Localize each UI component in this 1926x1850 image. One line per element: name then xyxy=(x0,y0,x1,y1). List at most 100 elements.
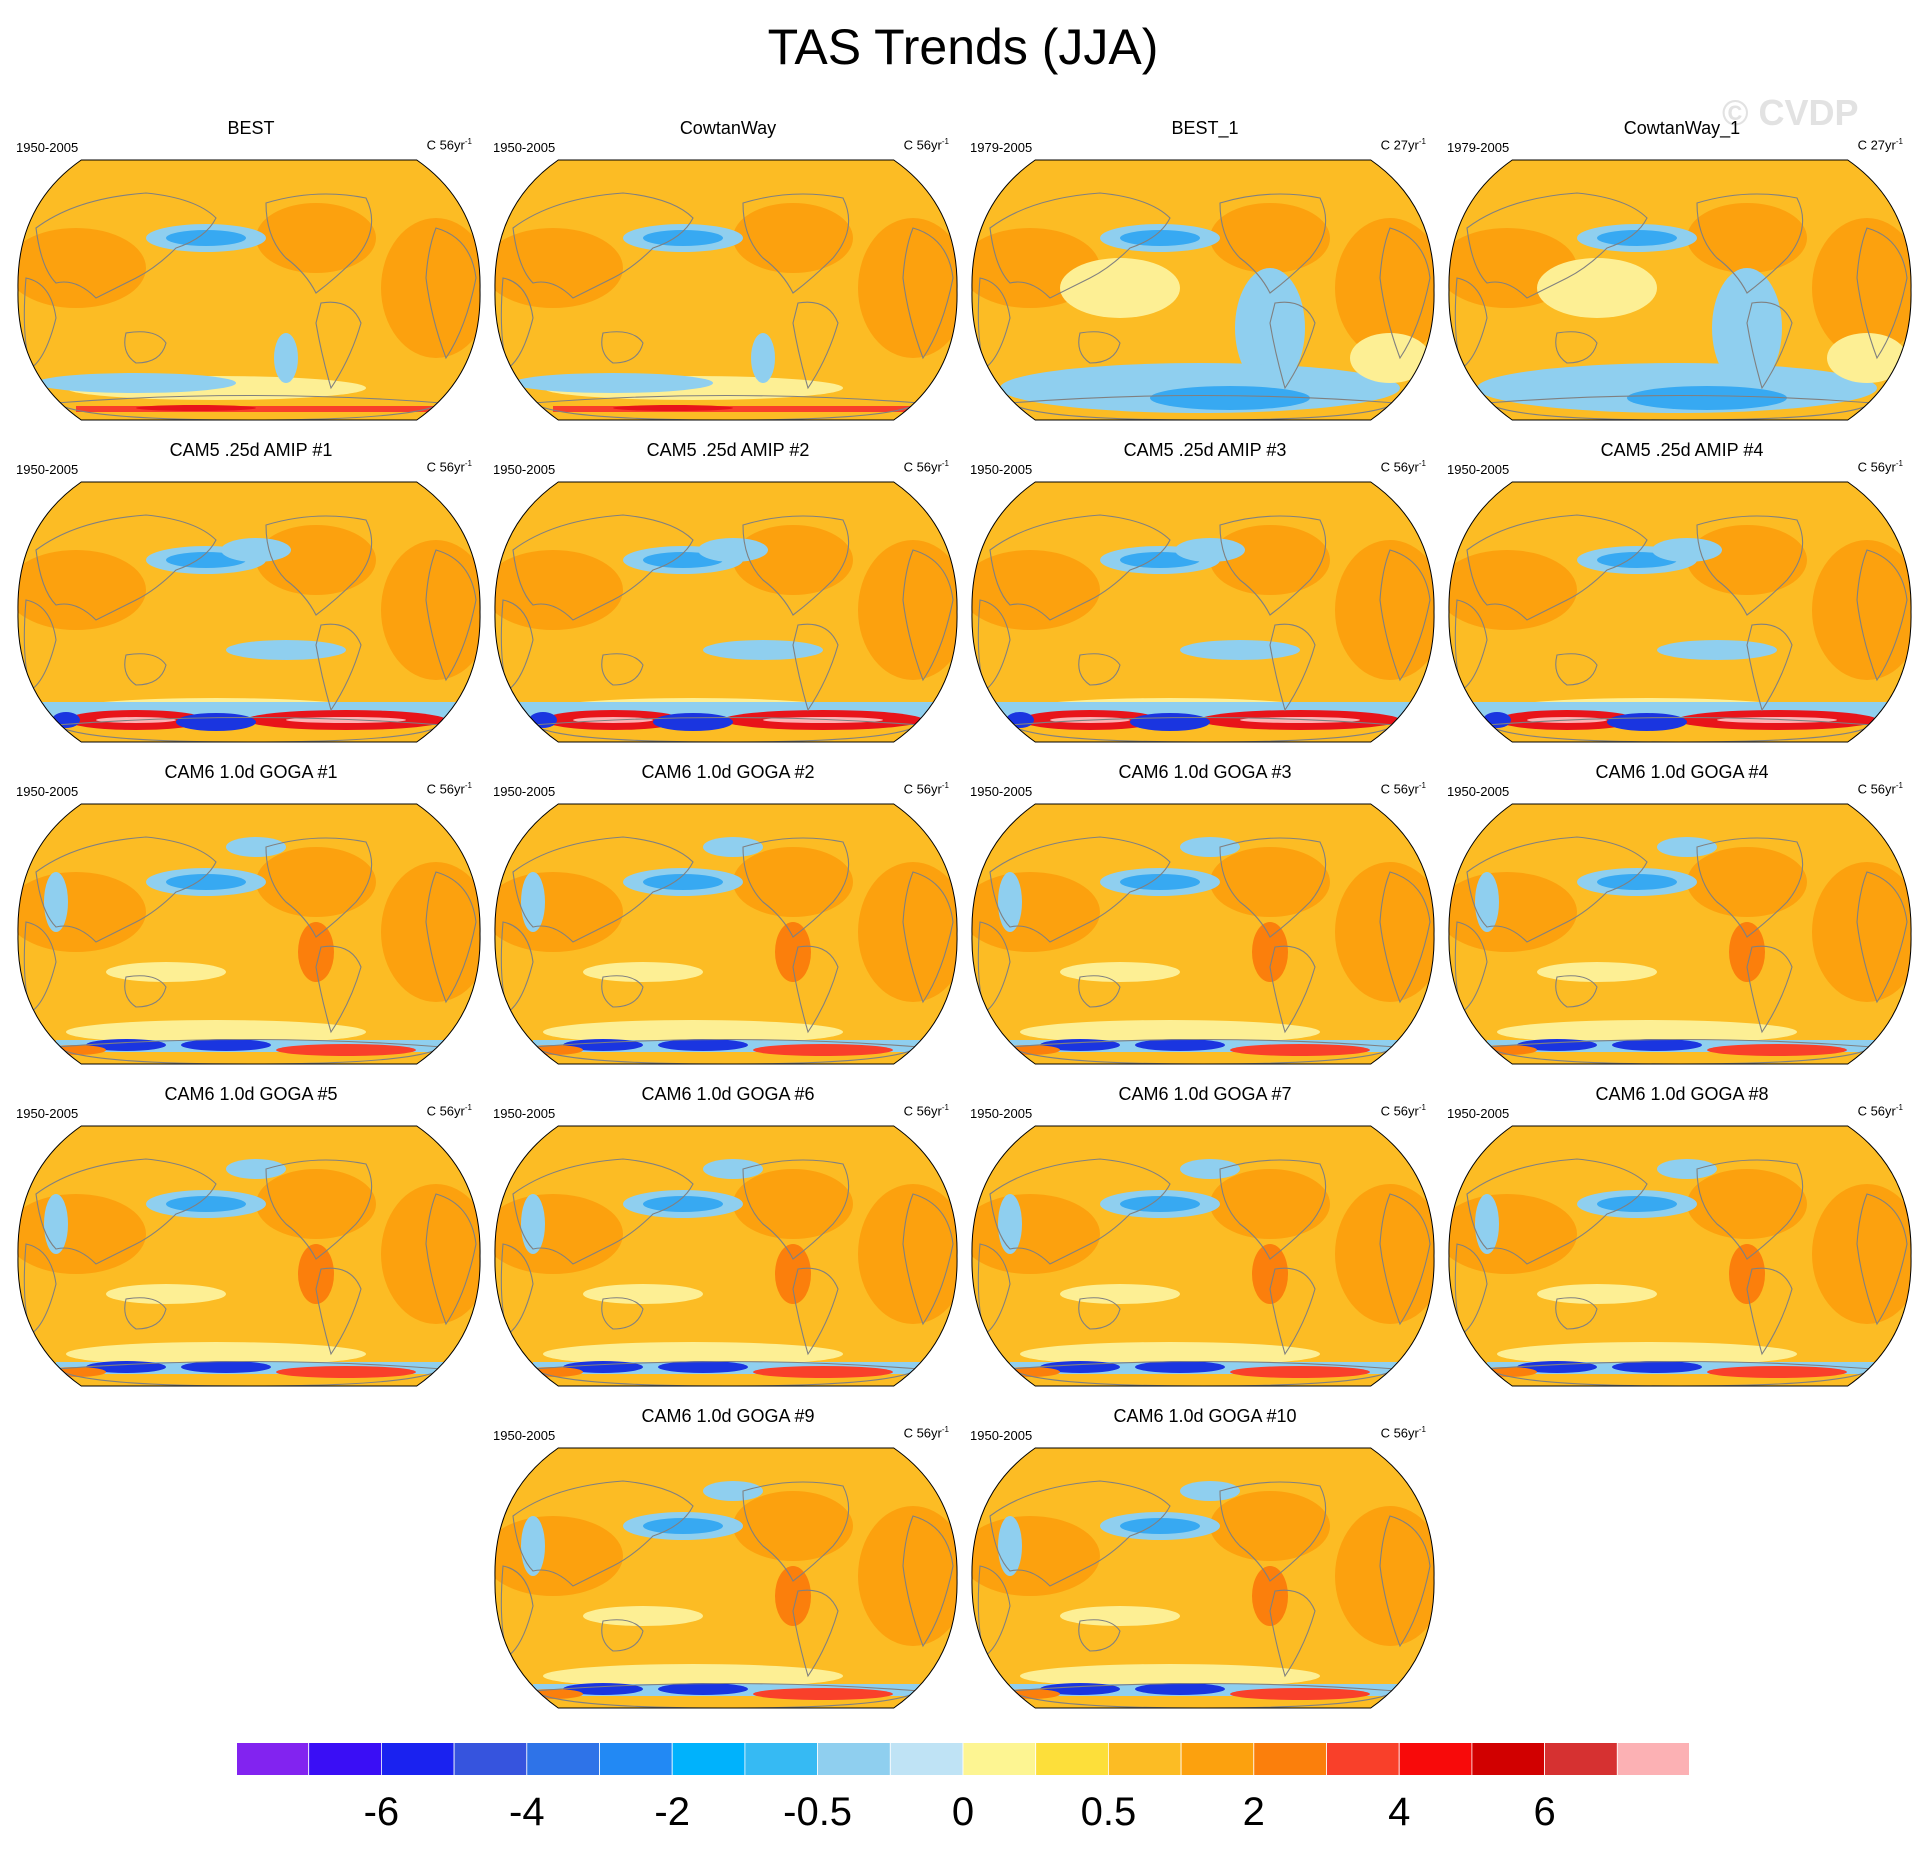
map-panel: CAM6 1.0d GOGA #10 1950-2005 C 56yr-1 xyxy=(970,1406,1440,1709)
panel-period: 1950-2005 xyxy=(970,462,1033,477)
coastline xyxy=(902,227,954,360)
panel-period: 1950-2005 xyxy=(493,1428,556,1443)
coastline xyxy=(425,871,477,1004)
coastline xyxy=(977,921,1011,1013)
colorbar-box xyxy=(817,1742,891,1776)
deep-cold-band xyxy=(1130,713,1210,731)
cool-patch xyxy=(1175,538,1245,562)
map-border xyxy=(494,159,958,421)
pale-band xyxy=(1020,1664,1320,1688)
warm-patch xyxy=(17,550,146,630)
trend-map xyxy=(494,1125,958,1387)
coastline xyxy=(742,837,850,938)
panel-title: CAM6 1.0d GOGA #1 xyxy=(164,762,338,782)
pale-patch xyxy=(1060,258,1180,318)
coastline xyxy=(1078,331,1121,364)
panel-period: 1950-2005 xyxy=(16,784,79,799)
coastline xyxy=(1746,623,1793,712)
coastline xyxy=(265,515,373,616)
coastline xyxy=(1746,1267,1793,1356)
panel-units: C 56yr-1 xyxy=(427,137,472,152)
panel-units-label: C 56yr xyxy=(903,781,942,797)
coastline xyxy=(23,277,57,369)
coastline xyxy=(792,301,839,390)
panel-units: C 56yr-1 xyxy=(427,1103,472,1118)
deep-cold-band xyxy=(658,1361,748,1373)
panel-title: CAM6 1.0d GOGA #2 xyxy=(641,762,815,782)
colorbar-box xyxy=(236,1742,310,1776)
cold-patch xyxy=(166,230,246,246)
trend-map xyxy=(494,803,958,1065)
cool-patch xyxy=(1712,268,1782,388)
warmer-band xyxy=(1000,1045,1060,1055)
map-border xyxy=(17,1125,481,1387)
coastline xyxy=(54,716,444,742)
hot-band xyxy=(753,1366,893,1378)
trend-map xyxy=(1448,803,1912,1065)
warm-patch xyxy=(1210,1169,1330,1239)
panel-title: CAM5 .25d AMIP #2 xyxy=(646,440,810,460)
pale-band xyxy=(543,1342,843,1366)
trend-map xyxy=(494,481,958,743)
coastline xyxy=(500,1243,534,1335)
map-panel: CAM6 1.0d GOGA #9 1950-2005 C 56yr-1 xyxy=(493,1406,963,1709)
colorbar-tick-label: 2 xyxy=(1242,1790,1265,1834)
warm-patch xyxy=(494,228,623,308)
panel-units: C 56yr-1 xyxy=(1381,1103,1426,1118)
coastline xyxy=(425,549,477,682)
coastline xyxy=(989,836,1171,943)
deep-cold-band xyxy=(1612,1039,1702,1051)
panel-units-label: C 56yr xyxy=(1857,1103,1896,1119)
panel-units-label: C 56yr xyxy=(426,137,465,153)
panel-period: 1950-2005 xyxy=(970,1106,1033,1121)
coastline xyxy=(512,1480,694,1587)
colorbar-box xyxy=(380,1742,455,1776)
coastline xyxy=(1008,394,1398,420)
hot-band xyxy=(1230,1044,1370,1056)
coastline xyxy=(1485,394,1875,420)
warmer-patch xyxy=(1252,922,1288,982)
coastline xyxy=(792,1589,839,1678)
coastline xyxy=(54,1038,444,1064)
coastline xyxy=(500,1565,534,1657)
map-panel: CAM5 .25d AMIP #3 1950-2005 C 56yr-1 xyxy=(970,440,1440,743)
colorbar-box xyxy=(1035,1742,1109,1776)
panel-title: CAM5 .25d AMIP #3 xyxy=(1123,440,1287,460)
colorbar-box xyxy=(1398,1742,1473,1776)
coastline xyxy=(315,945,362,1034)
warm-patch xyxy=(971,550,1100,630)
coastline xyxy=(1454,1243,1488,1335)
colorbar-tick-label: -4 xyxy=(509,1790,545,1834)
hot-band xyxy=(1230,1366,1370,1378)
coastline xyxy=(1856,1193,1908,1326)
warm-patch xyxy=(733,525,853,595)
coastline xyxy=(35,1158,217,1265)
deep-cold-band xyxy=(1612,1361,1702,1373)
warm-patch xyxy=(971,1516,1100,1596)
map-panel: CAM6 1.0d GOGA #2 1950-2005 C 56yr-1 xyxy=(493,762,963,1065)
coastline xyxy=(1696,193,1804,294)
pale-patch xyxy=(1827,333,1907,383)
map-border xyxy=(1448,159,1912,421)
hot-band xyxy=(553,406,913,412)
coastline xyxy=(1078,1619,1121,1652)
warmer-patch xyxy=(298,1244,334,1304)
map-panel: CAM5 .25d AMIP #2 1950-2005 C 56yr-1 xyxy=(493,440,963,743)
coastline xyxy=(1078,975,1121,1008)
coastline xyxy=(54,394,444,420)
cool-patch xyxy=(274,333,298,383)
cool-patch xyxy=(1180,1481,1240,1501)
panel-units-exponent: -1 xyxy=(941,459,949,468)
coastline xyxy=(1856,227,1908,360)
panel-units: C 56yr-1 xyxy=(1858,1103,1903,1118)
warm-patch xyxy=(17,228,146,308)
cool-patch xyxy=(226,837,286,857)
warm-patch xyxy=(256,525,376,595)
colorbar-box xyxy=(1471,1742,1546,1776)
panel-period: 1950-2005 xyxy=(493,784,556,799)
coastline xyxy=(1856,871,1908,1004)
coastline xyxy=(601,653,644,686)
coastline xyxy=(265,193,373,294)
panel-period: 1979-2005 xyxy=(1447,140,1510,155)
coastline xyxy=(265,1159,373,1260)
